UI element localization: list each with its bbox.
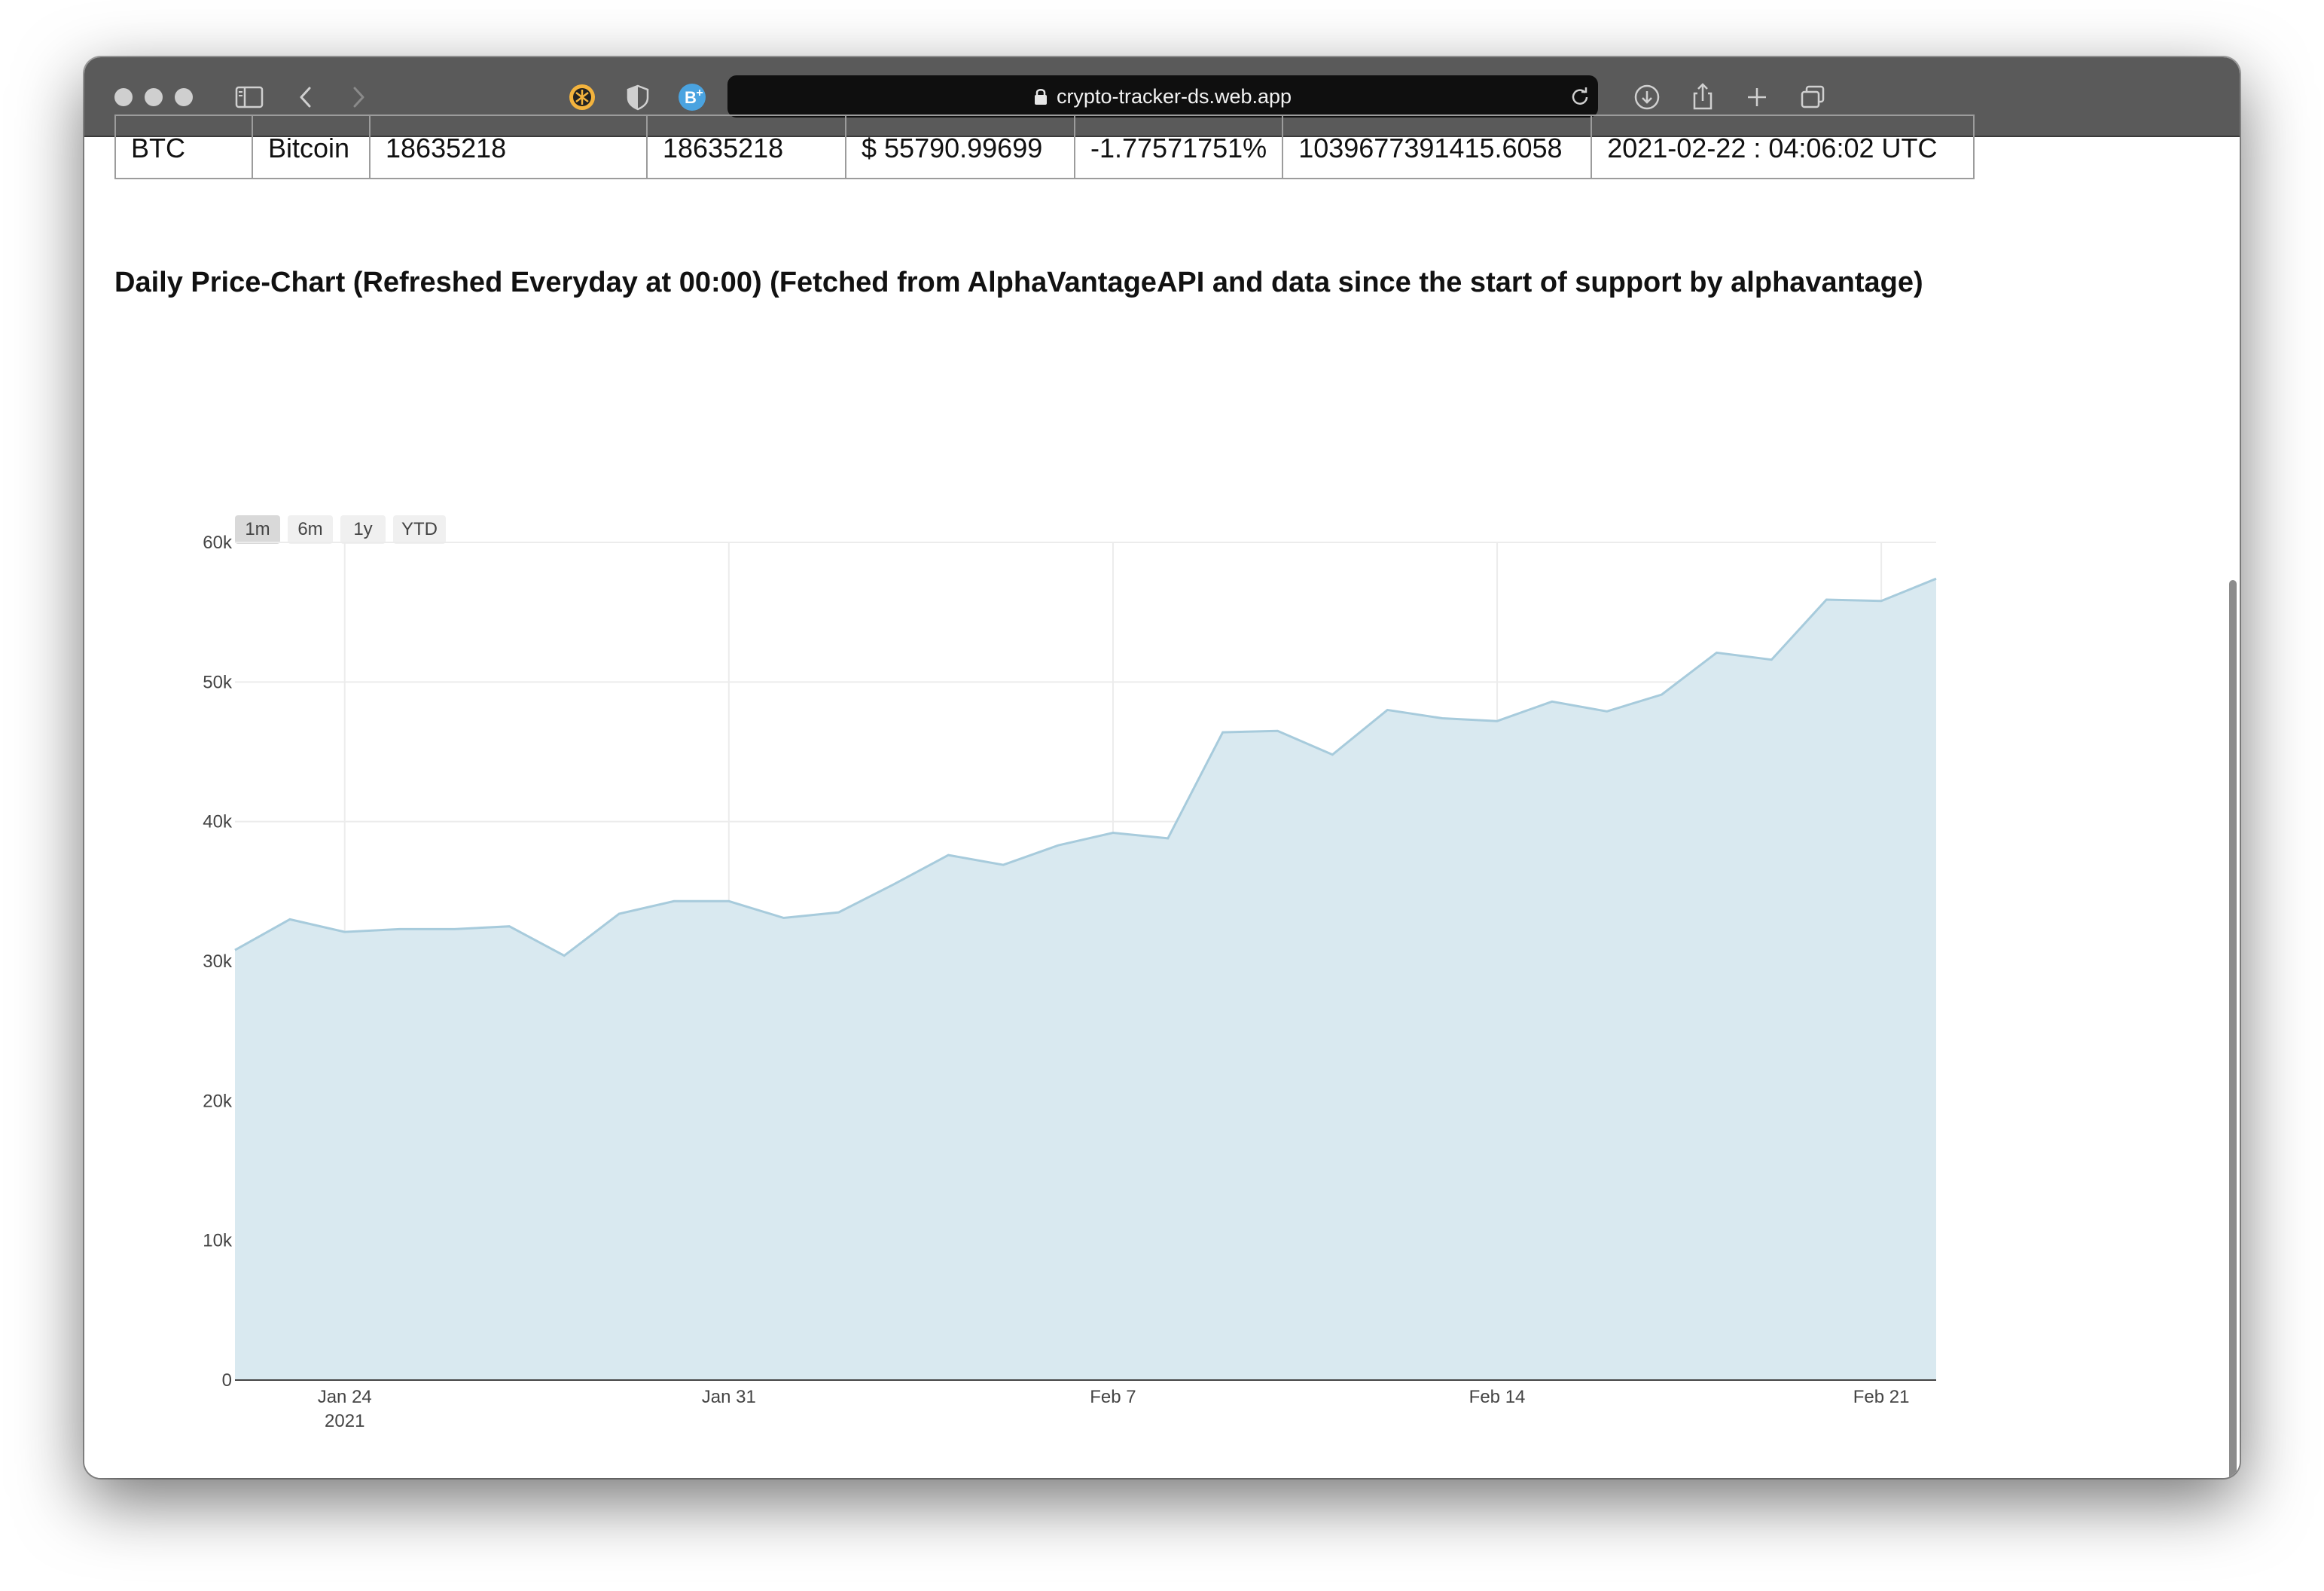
y-tick-label: 10k	[203, 1231, 233, 1251]
coin-table: BTC Bitcoin 18635218 18635218 $ 55790.99…	[114, 115, 1975, 179]
data-point[interactable]	[1603, 707, 1612, 716]
y-tick-label: 50k	[203, 672, 233, 692]
share-icon[interactable]	[1685, 80, 1720, 115]
x-tick-sublabel: 2021	[325, 1411, 364, 1431]
svg-text:+: +	[696, 87, 703, 99]
data-point[interactable]	[615, 909, 624, 918]
address-bar[interactable]: crypto-tracker-ds.web.app	[727, 75, 1598, 118]
range-button-ytd[interactable]: YTD	[393, 515, 446, 544]
privacy-shield-icon[interactable]	[621, 80, 655, 115]
range-button-1m[interactable]: 1m	[235, 515, 280, 544]
supply-cell: 18635218	[369, 115, 648, 179]
name-cell: Bitcoin	[252, 115, 371, 179]
tab-overview-icon[interactable]	[1795, 80, 1830, 115]
data-point[interactable]	[1713, 648, 1722, 657]
data-point[interactable]	[889, 880, 898, 889]
data-point[interactable]	[669, 896, 679, 905]
lock-icon	[1034, 89, 1047, 105]
data-point[interactable]	[340, 927, 349, 936]
max-supply-cell: 18635218	[646, 115, 846, 179]
data-point[interactable]	[1273, 726, 1282, 735]
x-tick-label: Feb 14	[1469, 1387, 1526, 1407]
change-cell: -1.77571751%	[1073, 115, 1284, 179]
vertical-scrollbar[interactable]	[2229, 580, 2237, 1478]
page-content: BTC Bitcoin 18635218 18635218 $ 55790.99…	[84, 115, 2240, 1478]
browser-window: B + crypto-tracker-ds.web.app BTC Bitcoin…	[84, 57, 2240, 1478]
range-button-6m[interactable]: 6m	[288, 515, 333, 544]
new-tab-icon[interactable]	[1740, 80, 1774, 115]
data-point[interactable]	[1109, 828, 1118, 837]
data-point[interactable]	[230, 945, 239, 954]
forward-icon[interactable]	[340, 80, 375, 115]
data-point[interactable]	[1383, 705, 1392, 714]
x-tick-label: Jan 24	[318, 1387, 372, 1407]
data-point[interactable]	[1767, 655, 1776, 664]
data-point[interactable]	[395, 924, 404, 933]
x-axis-ticks: Jan 24 2021 Jan 31 Feb 7 Feb 14 Feb 21	[318, 1387, 1910, 1431]
price-chart[interactable]: 0 10k 20k 30k 40k 50k 60k Jan 24 2021 Jan 31 Feb …	[84, 137, 2240, 1478]
data-point[interactable]	[1493, 716, 1502, 725]
data-point[interactable]	[834, 908, 843, 917]
data-point[interactable]	[1438, 714, 1447, 723]
sidebar-toggle-icon[interactable]	[232, 80, 267, 115]
data-point[interactable]	[1877, 597, 1886, 606]
x-tick-label: Jan 31	[702, 1387, 756, 1407]
extension-bplus-icon[interactable]: B +	[675, 80, 709, 115]
svg-text:B: B	[685, 88, 697, 107]
data-point[interactable]	[779, 914, 788, 923]
data-point[interactable]	[1328, 750, 1337, 759]
data-point[interactable]	[505, 922, 514, 931]
data-point[interactable]	[560, 951, 569, 960]
timestamp-cell: 2021-02-22 : 04:06:02 UTC	[1591, 115, 1975, 179]
data-point[interactable]	[1548, 697, 1557, 706]
close-window-button[interactable]	[114, 88, 133, 106]
data-point[interactable]	[450, 924, 459, 933]
data-point[interactable]	[1218, 728, 1228, 737]
back-icon[interactable]	[289, 80, 324, 115]
y-axis-ticks: 0 10k 20k 30k 40k 50k 60k	[203, 533, 233, 1391]
symbol-cell: BTC	[114, 115, 253, 179]
data-point[interactable]	[944, 850, 953, 860]
reload-icon[interactable]	[1569, 86, 1591, 107]
x-tick-label: Feb 21	[1853, 1387, 1910, 1407]
extension-keeper-icon[interactable]	[565, 80, 599, 115]
downloads-icon[interactable]	[1630, 80, 1664, 115]
data-point[interactable]	[1932, 574, 1941, 583]
data-point[interactable]	[999, 860, 1008, 869]
zoom-window-button[interactable]	[175, 88, 193, 106]
y-tick-label: 60k	[203, 533, 233, 553]
x-tick-label: Feb 7	[1090, 1387, 1136, 1407]
market-cap-cell: 1039677391415.6058	[1282, 115, 1593, 179]
data-point[interactable]	[1164, 834, 1173, 843]
chart-heading: Daily Price-Chart (Refreshed Everyday at…	[114, 267, 1923, 298]
data-point[interactable]	[1658, 690, 1667, 699]
minimize-window-button[interactable]	[145, 88, 163, 106]
table-row: BTC Bitcoin 18635218 18635218 $ 55790.99…	[114, 115, 1975, 179]
y-tick-label: 40k	[203, 812, 233, 832]
price-area	[235, 579, 1936, 1381]
price-line	[234, 577, 1937, 957]
y-tick-label: 20k	[203, 1091, 233, 1111]
data-point[interactable]	[724, 896, 733, 905]
data-point[interactable]	[285, 915, 294, 924]
range-button-1y[interactable]: 1y	[340, 515, 386, 544]
y-tick-label: 30k	[203, 951, 233, 972]
data-point[interactable]	[1822, 595, 1831, 604]
data-point[interactable]	[1054, 841, 1063, 850]
y-tick-label: 0	[222, 1370, 232, 1391]
url-text: crypto-tracker-ds.web.app	[1056, 84, 1292, 108]
price-cell: $ 55790.99699	[845, 115, 1075, 179]
